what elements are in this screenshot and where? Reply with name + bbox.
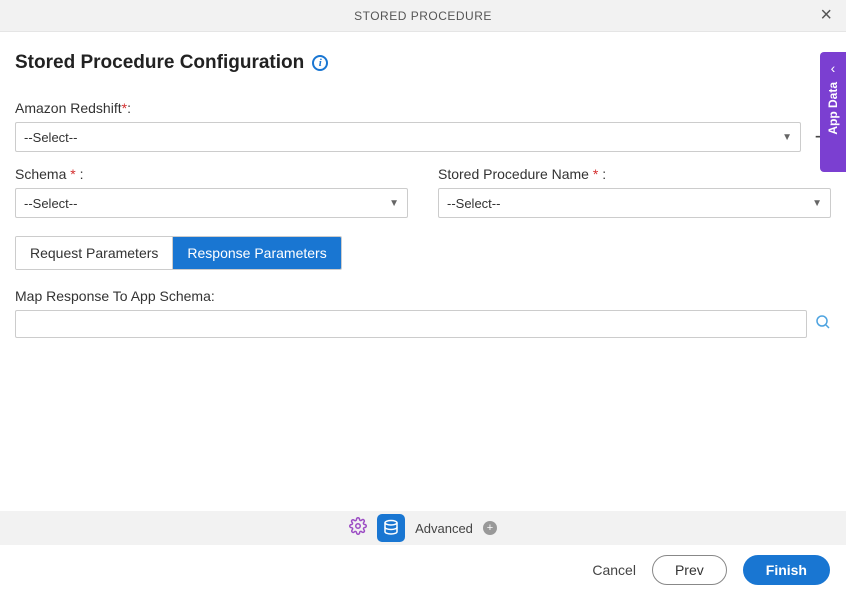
procedure-label: Stored Procedure Name * : — [438, 166, 831, 182]
chevron-down-icon: ▼ — [812, 198, 822, 209]
connection-label-text: Amazon Redshift — [15, 100, 122, 116]
chevron-left-icon: ‹ — [831, 60, 836, 76]
connection-colon: : — [127, 100, 131, 116]
advanced-add-icon[interactable]: + — [483, 521, 497, 535]
procedure-colon: : — [598, 166, 606, 182]
prev-button[interactable]: Prev — [652, 555, 727, 585]
map-row — [15, 310, 831, 338]
procedure-select[interactable]: --Select-- ▼ — [438, 188, 831, 218]
database-icon[interactable] — [377, 514, 405, 542]
schema-colon: : — [76, 166, 84, 182]
procedure-label-text: Stored Procedure Name — [438, 166, 589, 182]
dialog-footer: Cancel Prev Finish — [0, 545, 846, 595]
info-icon[interactable]: i — [312, 55, 328, 71]
close-icon[interactable]: × — [820, 4, 832, 27]
tab-response-parameters[interactable]: Response Parameters — [173, 237, 340, 269]
app-data-panel-toggle[interactable]: ‹ App Data — [820, 52, 846, 172]
map-response-input[interactable] — [15, 310, 807, 338]
app-data-label: App Data — [826, 82, 840, 135]
chevron-down-icon: ▼ — [389, 198, 399, 209]
dialog-header: STORED PROCEDURE × — [0, 0, 846, 32]
finish-button[interactable]: Finish — [743, 555, 830, 585]
schema-select-value: --Select-- — [24, 196, 77, 211]
schema-label: Schema * : — [15, 166, 408, 182]
connection-row: --Select-- ▼ + — [15, 122, 831, 152]
chevron-down-icon: ▼ — [782, 132, 792, 143]
tab-request-parameters[interactable]: Request Parameters — [16, 237, 173, 269]
cancel-button[interactable]: Cancel — [592, 562, 636, 578]
dialog-title: STORED PROCEDURE — [354, 9, 492, 23]
page-title-row: Stored Procedure Configuration i — [15, 52, 831, 74]
page-title: Stored Procedure Configuration — [15, 52, 304, 74]
schema-col: Schema * : --Select-- ▼ — [15, 166, 408, 218]
connection-label: Amazon Redshift*: — [15, 100, 831, 116]
schema-select[interactable]: --Select-- ▼ — [15, 188, 408, 218]
procedure-select-value: --Select-- — [447, 196, 500, 211]
params-tabs: Request Parameters Response Parameters — [15, 236, 342, 270]
map-label: Map Response To App Schema: — [15, 288, 831, 304]
bottom-toolbar: Advanced + — [0, 511, 846, 545]
procedure-col: Stored Procedure Name * : --Select-- ▼ — [438, 166, 831, 218]
connection-select-value: --Select-- — [24, 130, 77, 145]
gear-icon[interactable] — [349, 517, 367, 540]
advanced-label: Advanced — [415, 521, 473, 536]
connection-select[interactable]: --Select-- ▼ — [15, 122, 801, 152]
schema-proc-row: Schema * : --Select-- ▼ Stored Procedure… — [15, 166, 831, 218]
search-icon[interactable] — [815, 314, 831, 335]
dialog-content: Stored Procedure Configuration i Amazon … — [0, 32, 846, 338]
schema-label-text: Schema — [15, 166, 66, 182]
